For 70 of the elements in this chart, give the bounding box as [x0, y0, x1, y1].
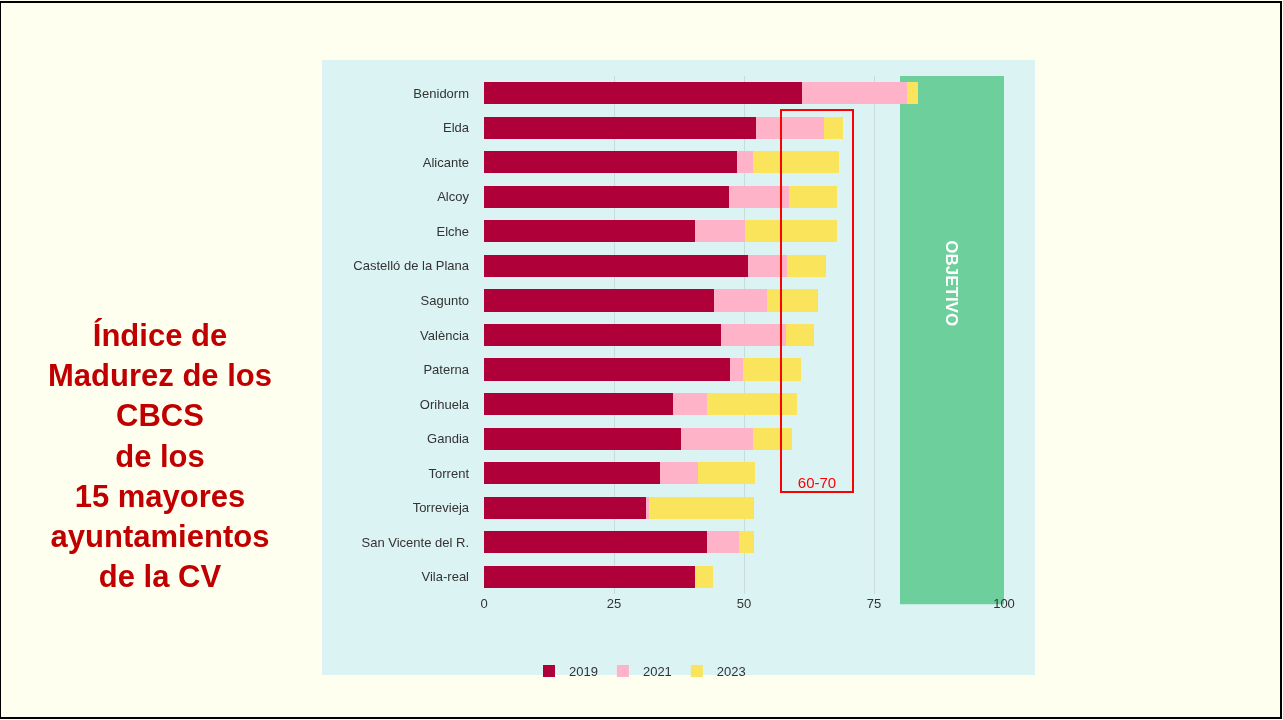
y-tick-label: Alcoy: [437, 189, 470, 205]
bar: [695, 220, 746, 243]
y-tick-label: Elda: [442, 120, 470, 136]
bar: [766, 289, 819, 312]
bar: [786, 323, 815, 347]
bar: [484, 289, 715, 312]
bar: [484, 254, 749, 277]
band-label: OBJETIVO: [942, 240, 962, 327]
bar: [789, 185, 838, 208]
annotation: 60-70: [797, 474, 837, 491]
bar: [484, 358, 730, 381]
bar: [802, 82, 908, 105]
bar: [729, 185, 790, 208]
bar: [680, 427, 753, 450]
bar: [743, 358, 802, 381]
bar: [694, 565, 713, 588]
y-tick-label: Torrevieja: [412, 500, 470, 516]
text: Índice de Madurez de los CBCS de los 15 mayores ayuntamientos de la CV: [48, 317, 272, 595]
bar: [484, 427, 681, 450]
bar: [752, 151, 840, 174]
y-tick-label: Vila-real: [421, 569, 470, 585]
bar: [484, 185, 730, 208]
y-tick-label: Elche: [436, 223, 469, 239]
bar: [786, 254, 827, 277]
y-tick-label: Sagunto: [420, 293, 469, 309]
bar: [659, 462, 699, 485]
bar: [484, 393, 674, 416]
y-tick-label: San Vicente del R.: [361, 534, 469, 550]
bar: [748, 254, 787, 277]
bar: [737, 151, 753, 174]
x-tick-label: 75: [866, 596, 882, 611]
bar: [648, 496, 754, 519]
y-tick-label: Torrent: [428, 465, 470, 481]
bar: [706, 531, 739, 554]
bar: [752, 427, 792, 450]
y-tick-label: Benidorm: [413, 85, 469, 101]
bar: [729, 358, 744, 381]
bar: [484, 220, 696, 243]
y-tick-label: Castelló de la Plana: [353, 258, 470, 274]
bar: [720, 323, 787, 347]
bar: [484, 151, 738, 174]
legend-label: 2019: [569, 664, 598, 680]
y-tick-label: Alicante: [422, 154, 469, 170]
bar: [745, 220, 838, 243]
y-tick-label: Gandia: [427, 431, 470, 447]
x-tick-label: 25: [606, 596, 622, 611]
bar: [824, 116, 844, 139]
bar: [714, 289, 767, 312]
bar: [484, 323, 721, 347]
bar: [484, 565, 695, 588]
bar: [646, 496, 649, 519]
bar: [484, 82, 803, 105]
x-tick-label: 100: [993, 596, 1015, 611]
bar: [698, 462, 756, 485]
bar: [907, 82, 919, 105]
legend-label: 2021: [642, 664, 672, 680]
legend-label: 2023: [716, 664, 746, 680]
x-tick-label: 50: [736, 596, 752, 611]
y-tick-label: Orihuela: [419, 396, 470, 412]
bar: [738, 531, 754, 554]
bar: [673, 393, 708, 416]
bar: [484, 531, 707, 554]
bar: [484, 116, 757, 139]
bar: [756, 116, 825, 139]
bar: [707, 393, 797, 416]
x-tick-label: 0: [480, 596, 488, 611]
y-tick-label: València: [420, 327, 470, 343]
bar: [484, 462, 660, 485]
y-tick-label: Paterna: [423, 362, 470, 378]
bar: [484, 496, 647, 519]
